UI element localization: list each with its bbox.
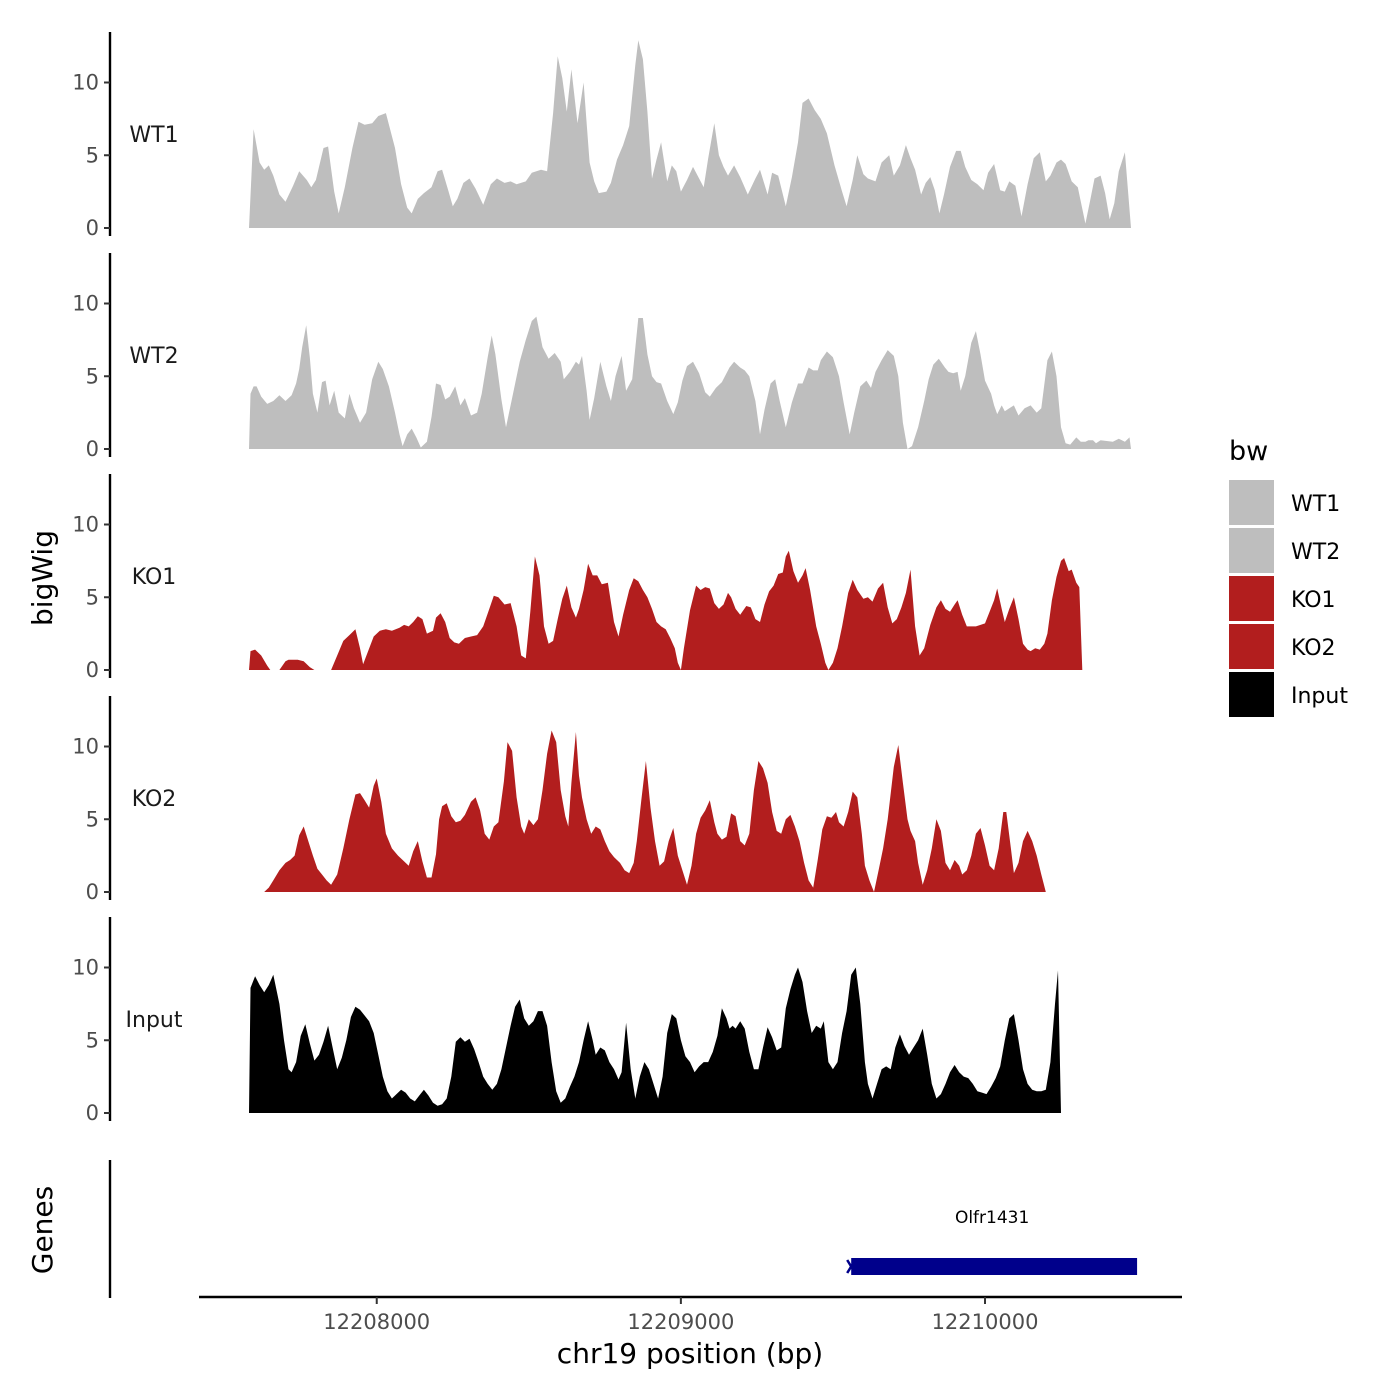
y-tick-label: 5 (86, 364, 99, 388)
legend-swatch-ko1 (1229, 576, 1274, 621)
tracks-layer: 0 5 10 WT1 0 5 10 WT2 0 5 10 KO1 0 5 10 KO2 0 5 10 Input (72, 32, 1131, 1125)
y-tick-label: 10 (72, 735, 99, 759)
y-tick-label: 0 (86, 658, 99, 682)
y-tick-label: 10 (72, 956, 99, 980)
signal-area-input (249, 967, 1061, 1113)
signal-area-ko1 (249, 550, 1083, 670)
signal-area-wt1 (249, 40, 1131, 228)
y-tick-label: 10 (72, 71, 99, 95)
gene-body (851, 1258, 1138, 1275)
x-tick-label: 12208000 (323, 1310, 430, 1334)
legend-swatch-ko2 (1229, 624, 1274, 669)
y-tick-label: 5 (86, 143, 99, 167)
genes-panel: Olfr1431 (108, 1160, 1138, 1298)
legend-label-input: Input (1291, 684, 1348, 709)
y-tick-label: 0 (86, 216, 99, 240)
strand-arrow-icon (846, 1259, 857, 1274)
track-label: WT1 (129, 123, 178, 148)
legend-label-ko1: KO1 (1291, 588, 1336, 613)
legend-label-wt1: WT1 (1291, 492, 1340, 517)
x-tick-label: 12209000 (627, 1310, 734, 1334)
y-tick-label: 5 (86, 1028, 99, 1052)
track-panel-wt1: 0 5 10 WT1 (72, 32, 1131, 240)
signal-area-wt2 (249, 316, 1131, 449)
legend: bw WT1 WT2 KO1 KO2 Input (1229, 436, 1348, 717)
y-tick-label: 0 (86, 437, 99, 461)
legend-label-wt2: WT2 (1291, 540, 1340, 565)
legend-swatch-wt1 (1229, 480, 1274, 525)
track-label: Input (126, 1008, 183, 1033)
legend-label-ko2: KO2 (1291, 636, 1336, 661)
y-tick-label: 10 (72, 513, 99, 537)
track-panel-ko1: 0 5 10 KO1 (72, 474, 1083, 682)
x-tick-label: 12210000 (932, 1310, 1039, 1334)
legend-swatch-input (1229, 672, 1274, 717)
gene-label: Olfr1431 (955, 1208, 1029, 1228)
track-panel-input: 0 5 10 Input (72, 917, 1061, 1125)
legend-swatch-wt2 (1229, 528, 1274, 573)
track-panel-wt2: 0 5 10 WT2 (72, 253, 1131, 461)
track-panel-ko2: 0 5 10 KO2 (72, 696, 1046, 904)
legend-title: bw (1229, 436, 1268, 467)
y-axis-title: bigWig (26, 530, 59, 626)
signal-area-ko2 (264, 730, 1046, 892)
y-tick-label: 0 (86, 880, 99, 904)
genes-axis-title: Genes (26, 1186, 59, 1274)
x-axis: 12208000 12209000 12210000 (199, 1295, 1182, 1334)
y-tick-label: 0 (86, 1101, 99, 1125)
y-tick-label: 5 (86, 585, 99, 609)
x-axis-title: chr19 position (bp) (557, 1337, 823, 1370)
track-label: WT2 (129, 344, 178, 369)
track-label: KO2 (132, 787, 177, 812)
y-tick-label: 5 (86, 807, 99, 831)
y-tick-label: 10 (72, 292, 99, 316)
track-label: KO1 (132, 565, 177, 590)
